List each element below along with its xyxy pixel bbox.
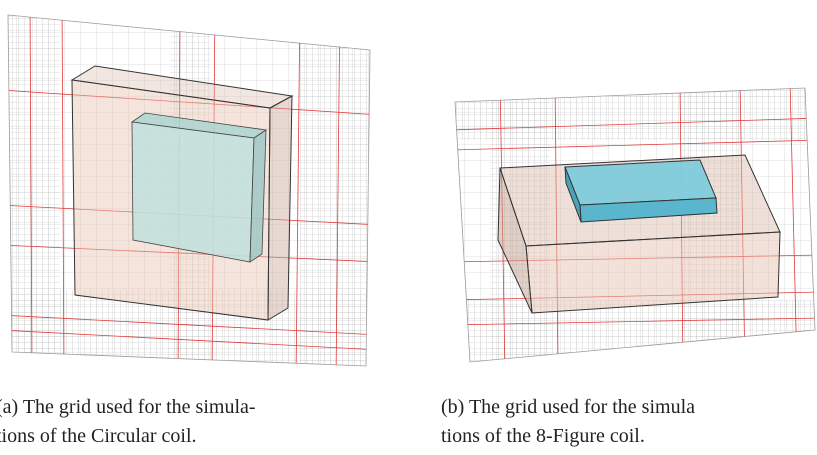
grid-figure-a	[0, 0, 380, 380]
grid-figure-b	[450, 80, 817, 370]
caption-line: tions of the Circular coil.	[0, 425, 197, 447]
caption-line: (b) The grid used for the simula	[441, 396, 695, 418]
caption-line: (a) The grid used for the simula-	[0, 396, 256, 418]
figure: (a) The grid used for the simula- tions …	[0, 0, 817, 455]
page: (a) The grid used for the simula- tions …	[0, 0, 817, 455]
caption-line: tions of the 8-Figure coil.	[441, 425, 645, 447]
